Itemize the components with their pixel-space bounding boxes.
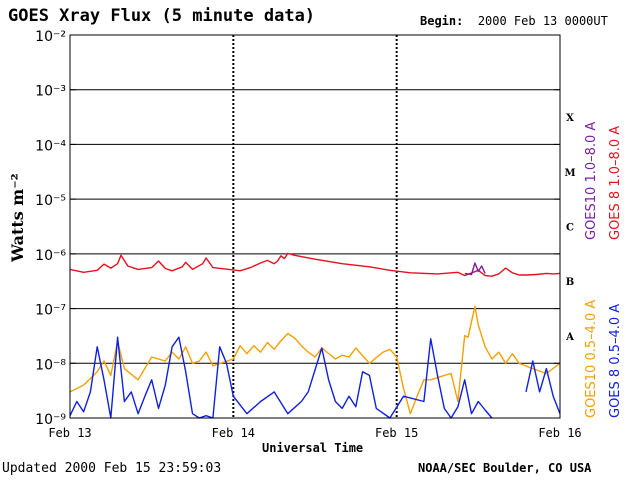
x-tick-label: Feb 13	[48, 426, 91, 440]
x-tick-label: Feb 15	[375, 426, 418, 440]
flare-class-label: X	[566, 113, 574, 124]
y-tick-label: 10⁻⁹	[35, 412, 66, 428]
x-axis-label: Universal Time	[262, 441, 364, 455]
updated-timestamp: Updated 2000 Feb 15 23:59:03	[2, 461, 222, 476]
series-line	[69, 305, 561, 415]
plot-frame	[69, 34, 561, 419]
begin-date: Begin: 2000 Feb 13 0000UT	[420, 14, 608, 28]
flare-class-label: C	[566, 223, 574, 234]
y-axis-label: Watts m⁻²	[8, 173, 27, 262]
data-series	[69, 252, 561, 419]
y-tick-label: 10⁻⁴	[35, 138, 66, 154]
legend-goes10-short: GOES10 0.5–4.0 A	[584, 299, 599, 418]
legend-goes8-short: GOES 8 0.5–4.0 A	[608, 303, 623, 418]
credit-line: NOAA/SEC Boulder, CO USA	[418, 461, 592, 475]
begin-value: 2000 Feb 13 0000UT	[477, 14, 608, 28]
series-line	[525, 360, 561, 414]
y-tick-label: 10⁻⁷	[35, 303, 66, 319]
x-tick-label: Feb 16	[538, 426, 581, 440]
x-tick-labels: Feb 13 Feb 14 Feb 15 Feb 16	[48, 426, 581, 440]
y-tick-labels: 10⁻² 10⁻³ 10⁻⁴ 10⁻⁵ 10⁻⁶ 10⁻⁷ 10⁻⁸ 10⁻⁹	[35, 29, 560, 428]
y-tick-label: 10⁻⁵	[35, 193, 66, 209]
plot-grid	[70, 89, 560, 364]
flare-class-labels: X M C B A	[564, 113, 575, 343]
legend-goes10-long: GOES10 1.0–8.0 A	[584, 121, 599, 240]
series-line	[69, 336, 493, 419]
flare-class-label: B	[566, 277, 574, 288]
y-tick-label: 10⁻³	[35, 84, 66, 100]
legend-goes8-long: GOES 8 1.0–8.0 A	[608, 125, 623, 240]
series-line	[464, 262, 486, 276]
x-tick-label: Feb 14	[212, 426, 255, 440]
series-line	[69, 252, 561, 277]
y-tick-label: 10⁻⁸	[35, 357, 66, 373]
begin-label: Begin:	[420, 14, 464, 28]
y-tick-label: 10⁻⁶	[35, 248, 66, 264]
flare-class-label: M	[564, 168, 575, 179]
y-tick-label: 10⁻²	[35, 29, 66, 45]
flare-class-label: A	[565, 332, 574, 343]
chart-title: GOES Xray Flux (5 minute data)	[8, 6, 316, 26]
